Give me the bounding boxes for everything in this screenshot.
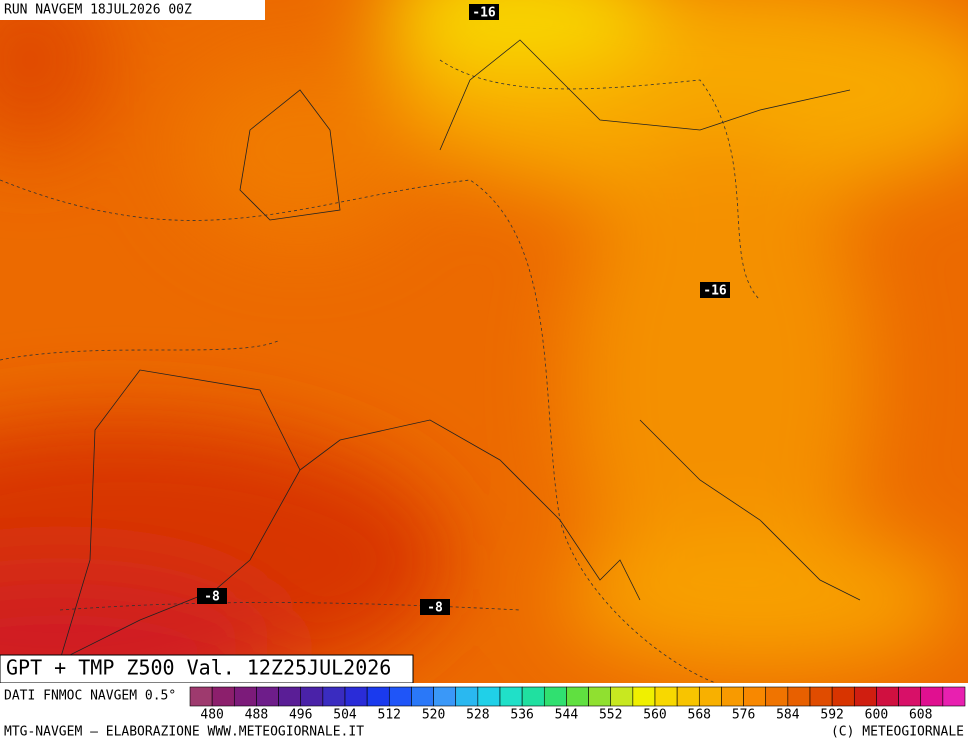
contour-label: -8: [427, 601, 443, 616]
colorbar-swatch: [433, 686, 457, 707]
colorbar-swatch: [632, 686, 656, 707]
colorbar-swatch: [942, 686, 966, 707]
colorbar-label: 608: [909, 708, 932, 723]
colorbar-swatch: [898, 686, 922, 707]
colorbar-swatch: [211, 686, 235, 707]
colorbar-label: 584: [776, 708, 800, 723]
colorbar-label: 536: [510, 708, 533, 723]
colorbar-swatch: [344, 686, 368, 707]
colorbar-swatch: [853, 686, 877, 707]
colorbar-swatch: [654, 686, 678, 707]
colorbar-swatch: [809, 686, 833, 707]
colorbar-label: 568: [688, 708, 711, 723]
colorbar-swatch: [610, 686, 634, 707]
contour-label: -16: [472, 6, 496, 21]
colorbar-label: 512: [378, 708, 401, 723]
colorbar-swatch: [831, 686, 855, 707]
colorbar-swatch: [300, 686, 324, 707]
colorbar-swatch: [765, 686, 789, 707]
colorbar-swatch: [477, 686, 501, 707]
contour-label-box: [700, 282, 730, 298]
contour-label: -8: [204, 590, 220, 605]
source-label: DATI FNMOC NAVGEM 0.5°: [4, 689, 176, 704]
colorbar-swatch: [499, 686, 523, 707]
colorbar-label: 488: [245, 708, 268, 723]
colorbar-swatch: [698, 686, 722, 707]
colorbar-swatch: [521, 686, 545, 707]
colorbar-swatch: [189, 686, 213, 707]
footer-left: MTG-NAVGEM – ELABORAZIONE WWW.METEOGIORN…: [4, 725, 364, 740]
colorbar-label: 528: [466, 708, 489, 723]
colorbar-swatch: [278, 686, 302, 707]
contour-label-box: [197, 588, 227, 604]
colorbar-label: 600: [865, 708, 888, 723]
map: [0, 0, 968, 683]
colorbar-label: 544: [555, 708, 579, 723]
colorbar-swatch: [743, 686, 767, 707]
run-label: RUN NAVGEM 18JUL2026 00Z: [4, 3, 192, 18]
colorbar-swatch: [388, 686, 412, 707]
colorbar-swatch: [543, 686, 567, 707]
colorbar-label: 560: [643, 708, 666, 723]
colorbar-label: 552: [599, 708, 622, 723]
colorbar-label: 504: [333, 708, 357, 723]
colorbar-swatch: [876, 686, 899, 707]
colorbar-label: 592: [820, 708, 843, 723]
colorbar-swatch: [721, 686, 744, 707]
contour-label-box: [420, 599, 450, 615]
header-box: [0, 0, 265, 20]
colorbar-swatch: [322, 686, 346, 707]
colorbar-swatch: [676, 686, 700, 707]
colorbar-label: 496: [289, 708, 312, 723]
map-title: GPT + TMP Z500 Val. 12Z25JUL2026: [6, 656, 391, 680]
colorbar-swatch: [366, 686, 390, 707]
contour-label: -16: [703, 284, 727, 299]
colorbar-label: 576: [732, 708, 755, 723]
footer-right: (C) METEOGIORNALE: [831, 725, 964, 740]
colorbar-label: 480: [200, 708, 223, 723]
colorbar: 480 488 496 504 512 520 528 536 544 552 560 568 576 5…: [189, 686, 966, 723]
colorbar-label: 520: [422, 708, 445, 723]
colorbar-swatch: [455, 686, 479, 707]
colorbar-swatch: [256, 686, 279, 707]
colorbar-swatch: [566, 686, 589, 707]
colorbar-swatch: [920, 686, 944, 707]
colorbar-swatch: [411, 686, 434, 707]
colorbar-swatch: [588, 686, 612, 707]
contour-labels: -16 -16 -8 -8: [197, 4, 730, 616]
isotherms: [0, 59, 761, 683]
contour-label-box: [469, 4, 499, 20]
coastlines: [59, 39, 861, 661]
colorbar-swatch: [787, 686, 811, 707]
colorbar-swatch: [233, 686, 257, 707]
